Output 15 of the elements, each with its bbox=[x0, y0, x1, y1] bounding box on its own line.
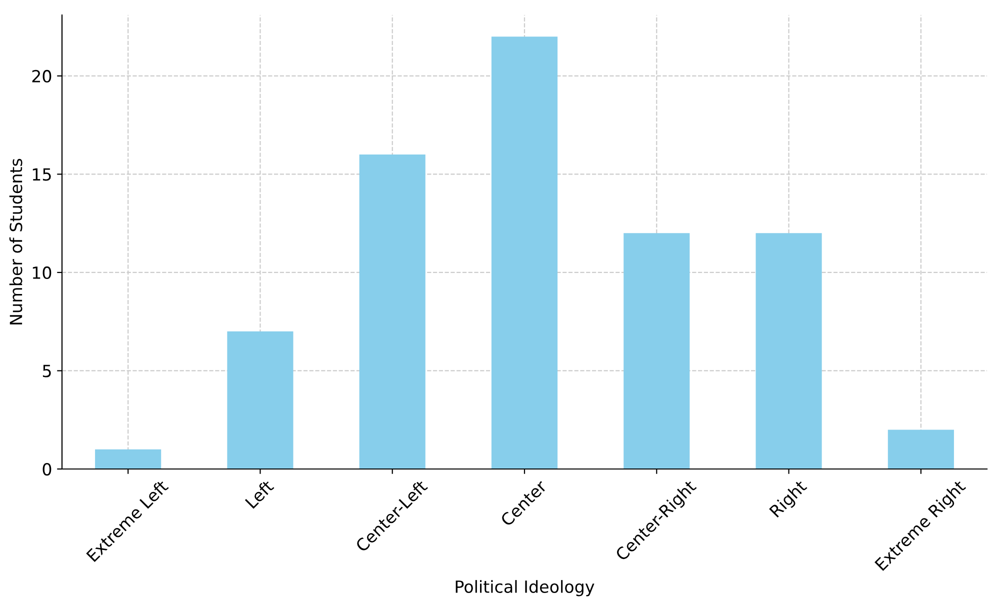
bar bbox=[888, 430, 954, 469]
bar bbox=[359, 154, 426, 469]
y-tick-label: 5 bbox=[42, 364, 51, 378]
y-tick-label: 10 bbox=[32, 266, 52, 280]
y-tick-label: 20 bbox=[32, 70, 52, 82]
bar bbox=[624, 233, 690, 469]
x-axis-title: Political Ideology bbox=[456, 580, 594, 596]
y-axis-title: Number of Students bbox=[9, 158, 22, 324]
bar bbox=[95, 449, 162, 469]
y-tick-label: 15 bbox=[32, 168, 51, 181]
bar bbox=[756, 233, 822, 469]
y-tick-label: 0 bbox=[42, 462, 52, 476]
bar bbox=[491, 36, 558, 469]
bar bbox=[227, 331, 294, 469]
x-tick-label: Left bbox=[244, 479, 274, 509]
